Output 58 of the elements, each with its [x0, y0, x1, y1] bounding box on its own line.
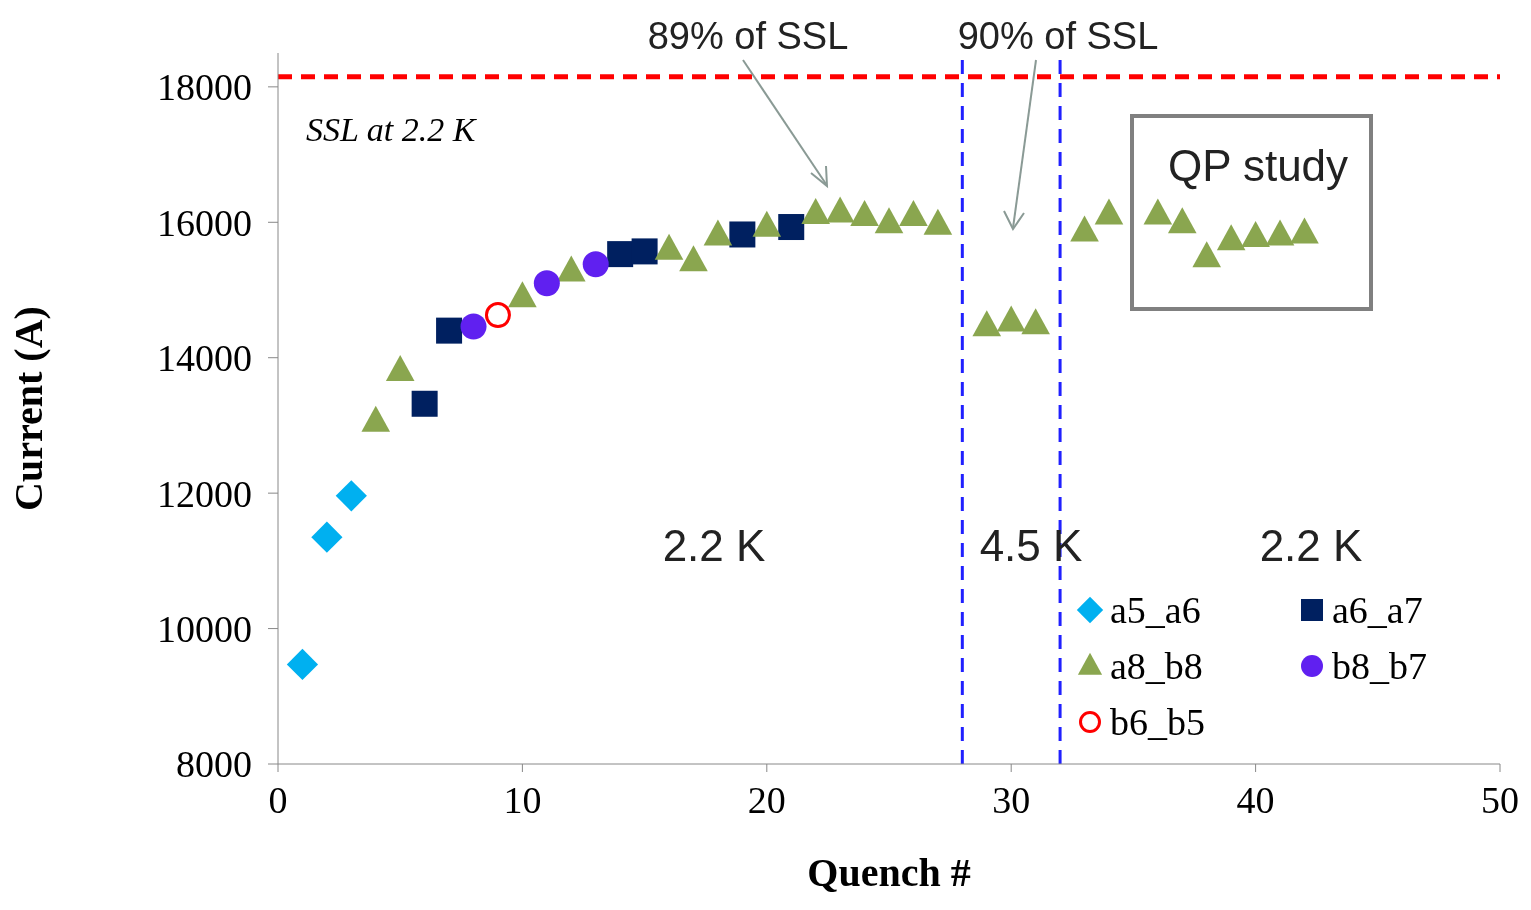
y-tick-label: 16000: [157, 201, 252, 244]
point: [1290, 217, 1319, 244]
y-axis-title: Current (A): [6, 306, 52, 511]
point: [335, 480, 367, 512]
point: [1143, 198, 1173, 225]
y-tick-label: 14000: [157, 337, 252, 380]
point: [679, 245, 708, 272]
legend-label: b6_b5: [1110, 700, 1205, 744]
x-tick-label: 0: [268, 778, 288, 821]
y-tick-label: 8000: [176, 743, 252, 786]
annotation: 90% of SSL: [957, 14, 1159, 58]
point: [508, 281, 537, 308]
point: [311, 521, 343, 553]
ref-line-label: SSL at 2.2 K: [306, 110, 478, 148]
legend-label: b8_b7: [1332, 644, 1427, 688]
y-tick-label: 10000: [157, 608, 252, 651]
x-tick-label: 30: [992, 778, 1031, 821]
annotation: 89% of SSL: [647, 14, 849, 58]
y-tick-label: 12000: [157, 472, 252, 515]
point: [556, 255, 586, 282]
point: [703, 219, 733, 246]
x-tick-label: 10: [503, 778, 542, 821]
point: [654, 233, 684, 260]
point: [825, 196, 855, 223]
point: [411, 390, 438, 417]
x-tick-label: 20: [747, 778, 786, 821]
annotation: 2.2 K: [1259, 521, 1363, 571]
point: [385, 354, 415, 381]
point: [1070, 215, 1099, 242]
legend-label: a8_b8: [1110, 644, 1203, 688]
x-axis-title: Quench #: [807, 850, 971, 896]
point: [899, 199, 928, 226]
x-tick-label: 40: [1236, 778, 1275, 821]
point: [1241, 220, 1270, 247]
point: [460, 313, 487, 340]
annotation: 2.2 K: [662, 521, 766, 571]
point: [1265, 219, 1295, 246]
legend-label: a5_a6: [1110, 588, 1201, 632]
point: [752, 210, 782, 237]
point: [1021, 308, 1050, 335]
point: [436, 317, 463, 344]
point: [286, 648, 319, 681]
point: [972, 310, 1002, 337]
annotation: 4.5 K: [979, 521, 1083, 571]
point: [923, 208, 953, 235]
point: [801, 197, 830, 224]
point: [996, 305, 1026, 332]
annotation: QP study: [1167, 141, 1349, 191]
legend-label: a6_a7: [1332, 588, 1423, 632]
x-tick-label: 50: [1481, 778, 1519, 821]
point: [874, 207, 904, 234]
point: [361, 405, 391, 432]
point: [1167, 207, 1197, 234]
point: [1094, 198, 1124, 225]
y-tick-label: 18000: [157, 66, 252, 109]
point: [1192, 241, 1222, 268]
point: [850, 199, 879, 226]
point: [1216, 224, 1246, 251]
